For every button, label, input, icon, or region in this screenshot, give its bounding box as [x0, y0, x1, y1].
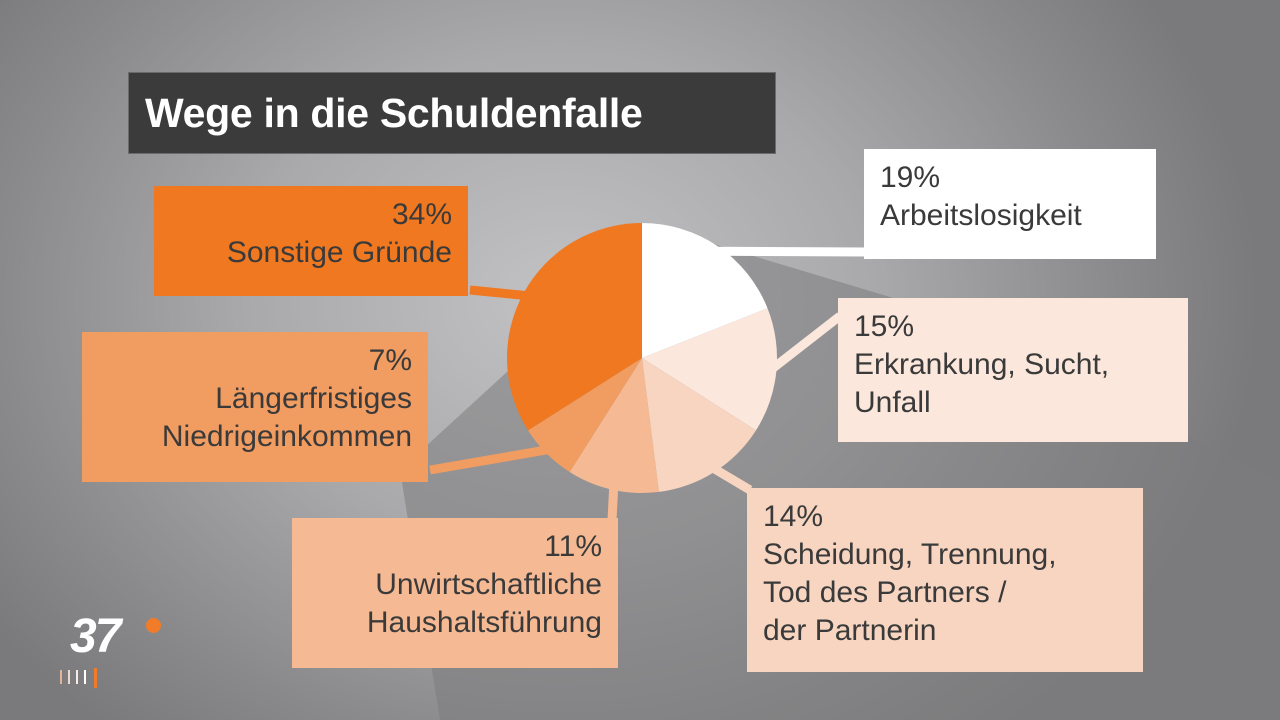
leader-line: [429, 444, 552, 475]
pie-slice: [642, 358, 756, 492]
pie-slice: [569, 358, 659, 493]
label-pct: 15%: [854, 310, 915, 343]
pie-slice: [507, 223, 642, 431]
pie-slices: [507, 223, 777, 493]
label-text: Längerfristiges Niedrigeinkommen: [161, 382, 412, 453]
label-haushaltsfuehrung: 11% Unwirtschaftliche Haushaltsführung: [292, 518, 618, 668]
leader-line: [469, 285, 530, 301]
label-pct: 19%: [880, 161, 941, 194]
label-pct: 7%: [368, 344, 412, 377]
label-scheidung: 14% Scheidung, Trennung, Tod des Partner…: [747, 488, 1143, 672]
label-erkrankung: 15% Erkrankung, Sucht, Unfall: [838, 298, 1188, 442]
logo-dot-icon: [146, 618, 161, 633]
label-niedrigeinkommen: 7% Längerfristiges Niedrigeinkommen: [82, 332, 428, 482]
label-text: Unwirtschaftliche Haushaltsführung: [366, 568, 602, 639]
label-text: Arbeitslosigkeit: [880, 199, 1082, 232]
pie-slice: [642, 223, 768, 358]
channel-logo: 37: [60, 610, 161, 688]
chart-title: Wege in die Schuldenfalle: [128, 72, 776, 154]
label-pct: 34%: [391, 198, 452, 231]
pie-slice: [642, 308, 777, 431]
label-text: Scheidung, Trennung, Tod des Partners / …: [763, 538, 1057, 647]
leader-line: [714, 246, 867, 257]
label-text: Erkrankung, Sucht, Unfall: [854, 348, 1110, 419]
label-pct: 11%: [544, 530, 602, 563]
label-sonstige: 34% Sonstige Gründe: [154, 186, 468, 296]
leader-line: [708, 463, 753, 494]
label-pct: 14%: [763, 500, 824, 533]
logo-text: 37: [70, 610, 121, 663]
label-text: Sonstige Gründe: [226, 236, 452, 269]
leader-line: [767, 312, 843, 374]
label-arbeitslosigkeit: 19% Arbeitslosigkeit: [864, 149, 1156, 259]
pie-slice: [528, 358, 642, 472]
logo-ticks-icon: [60, 668, 97, 688]
